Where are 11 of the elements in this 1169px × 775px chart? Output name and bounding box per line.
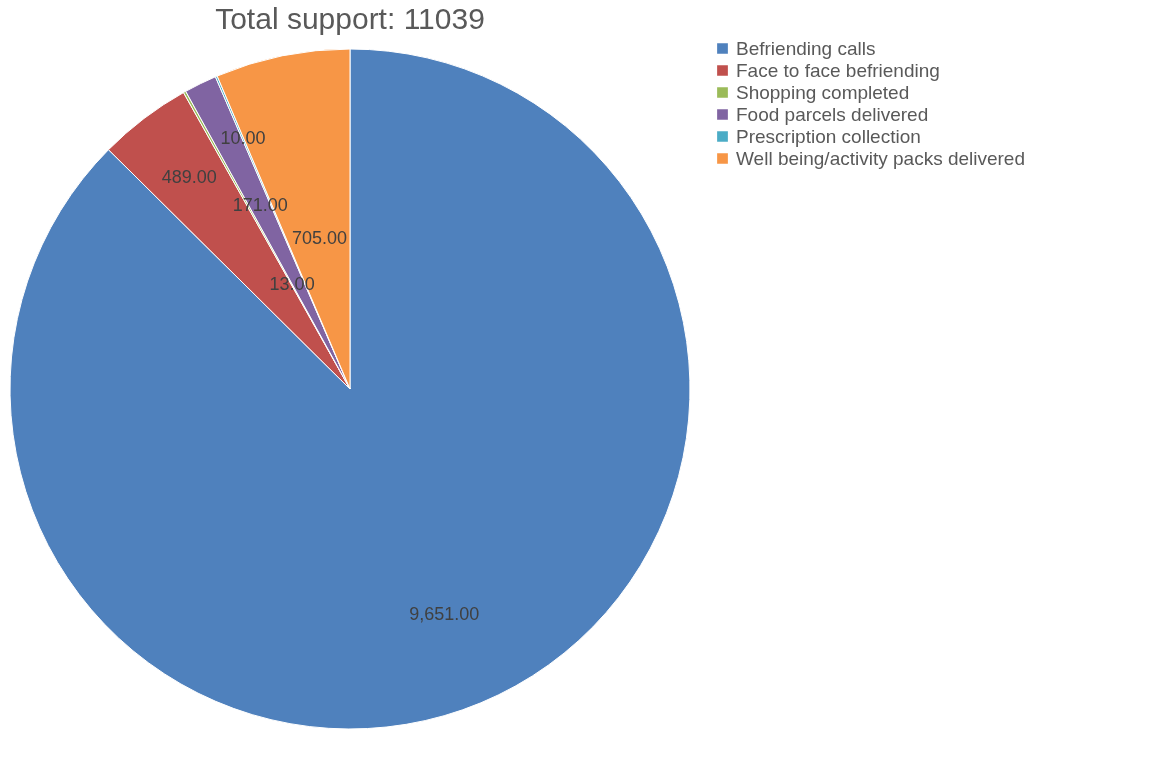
data-label: 9,651.00 <box>409 603 480 624</box>
chart-title: Total support: 11039 <box>215 2 485 35</box>
data-label: 705.00 <box>291 228 348 249</box>
legend-label: Well being/activity packs delivered <box>736 147 1026 169</box>
legend-label: Prescription collection <box>736 125 921 147</box>
data-label: 489.00 <box>161 167 217 188</box>
pie-slice <box>9 48 691 730</box>
legend-label: Face to face befriending <box>736 59 940 81</box>
legend-label: Befriending calls <box>736 37 876 59</box>
legend-label: Shopping completed <box>736 81 910 103</box>
legend-label: Food parcels delivered <box>736 103 929 125</box>
